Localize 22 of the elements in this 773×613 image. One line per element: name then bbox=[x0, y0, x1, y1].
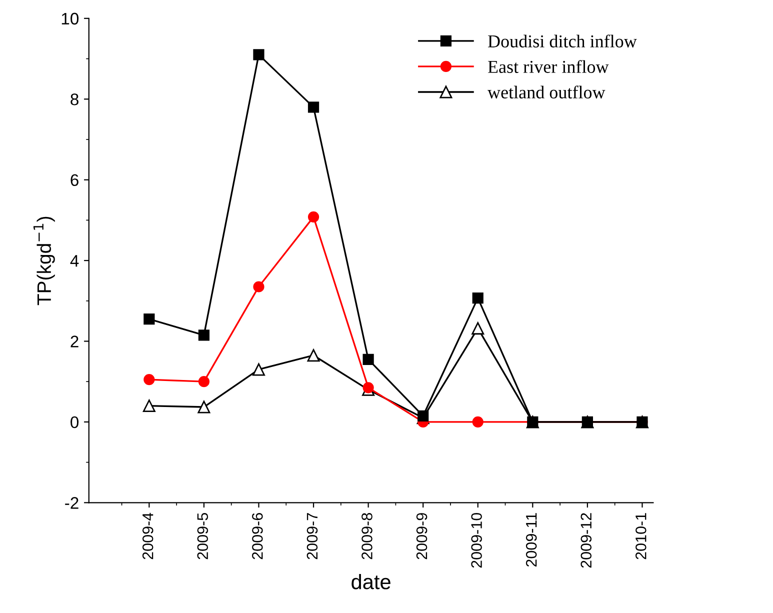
x-tick-label: 2009-4 bbox=[142, 512, 154, 560]
y-axis-title: TP(kgd$^{−1}$) bbox=[33, 216, 55, 306]
legend-label: East river inflow bbox=[488, 60, 609, 73]
x-tick-label: 2009-5 bbox=[197, 513, 208, 560]
legend-label: Doudisi ditch inflow bbox=[488, 34, 637, 48]
x-axis-title: date bbox=[352, 574, 390, 590]
x-tick-label: 2009-11 bbox=[526, 513, 537, 567]
y-tick-label: 0 bbox=[70, 416, 79, 428]
y-tick-label: 2 bbox=[70, 336, 78, 348]
x-tick-label: 2009-12 bbox=[580, 513, 592, 568]
y-tick-label: 4 bbox=[70, 255, 79, 267]
y-tick-label: 8 bbox=[70, 94, 78, 106]
x-tick-label: 2010-1 bbox=[636, 513, 646, 560]
y-tick-label: -2 bbox=[65, 497, 78, 509]
x-tick-label: 2009-10 bbox=[471, 512, 482, 568]
x-tick-label: 2009-9 bbox=[416, 513, 428, 560]
legend-label: wetland outflow bbox=[488, 86, 606, 98]
x-tick-label: 2009-6 bbox=[252, 513, 263, 560]
x-tick-label: 2009-8 bbox=[362, 513, 372, 560]
y-tick-label: 10 bbox=[62, 12, 79, 25]
x-tick-label: 2009-7 bbox=[306, 513, 318, 560]
y-tick-label: 6 bbox=[70, 174, 78, 186]
